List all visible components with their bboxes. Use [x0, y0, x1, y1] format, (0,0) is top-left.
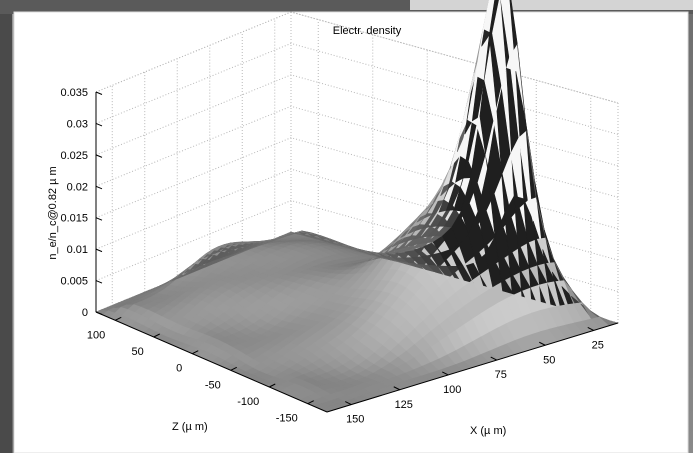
x-tick-label: 125 [395, 399, 413, 411]
z-tick-label: 0.005 [60, 276, 88, 288]
x-axis-line [95, 311, 328, 413]
z-axis-label: n_e/n_c@0.82 µ m [47, 166, 59, 259]
y-tick-mark [153, 333, 160, 338]
y-tick-label: -150 [276, 413, 298, 425]
y-tick-mark [230, 366, 237, 371]
z-tick-mark [95, 91, 103, 95]
z-tick-label: 0.03 [67, 118, 88, 130]
x-tick-label: 100 [443, 384, 461, 396]
y-tick-mark [269, 383, 276, 388]
surface-plot [95, 0, 620, 413]
tick-labels: 0 0.005 0.01 0.015 0.02 0.025 0.03 0.035 25 50 75 1… [60, 87, 603, 426]
x-tick-mark [393, 386, 400, 391]
x-tick-mark [442, 371, 449, 376]
z-tick-label: 0.015 [60, 213, 88, 225]
y-tick-label: 100 [87, 329, 105, 341]
z-tick-label: 0.025 [60, 150, 88, 162]
y-tick-label: -50 [205, 379, 221, 391]
y-tick-mark [192, 350, 199, 355]
x-tick-label: 150 [346, 414, 364, 426]
z-tick-mark [95, 154, 103, 158]
chart-title: Electr. density [333, 25, 402, 37]
y-tick-label: 0 [176, 363, 182, 375]
z-tick-label: 0.02 [67, 181, 88, 193]
y-tick-label: 50 [132, 346, 144, 358]
z-tick-mark [95, 280, 103, 284]
z-tick-label: 0.01 [67, 244, 88, 256]
x-tick-label: 75 [495, 369, 507, 381]
z-tick-label: 0.035 [60, 87, 88, 99]
y-axis-line [326, 322, 619, 413]
z-tick-mark [95, 311, 103, 315]
z-tick-label: 0 [82, 307, 88, 319]
z-tick-mark [95, 185, 103, 190]
x-tick-mark [490, 356, 497, 361]
z-tick-mark [95, 217, 103, 221]
y-tick-mark [307, 400, 314, 405]
x-tick-label: 25 [592, 339, 604, 351]
y-tick-label: -100 [237, 396, 259, 408]
z-tick-mark [95, 122, 103, 127]
axes-box [95, 91, 619, 413]
z-tick-mark [95, 248, 103, 253]
y-axis-label: Z (µ m) [172, 421, 208, 433]
y-tick-mark [115, 316, 122, 321]
x-tick-mark [345, 401, 352, 406]
x-axis-label: X (µ m) [470, 425, 506, 437]
x-tick-label: 50 [543, 354, 555, 366]
x-tick-mark [539, 341, 546, 346]
x-tick-mark [587, 326, 594, 331]
